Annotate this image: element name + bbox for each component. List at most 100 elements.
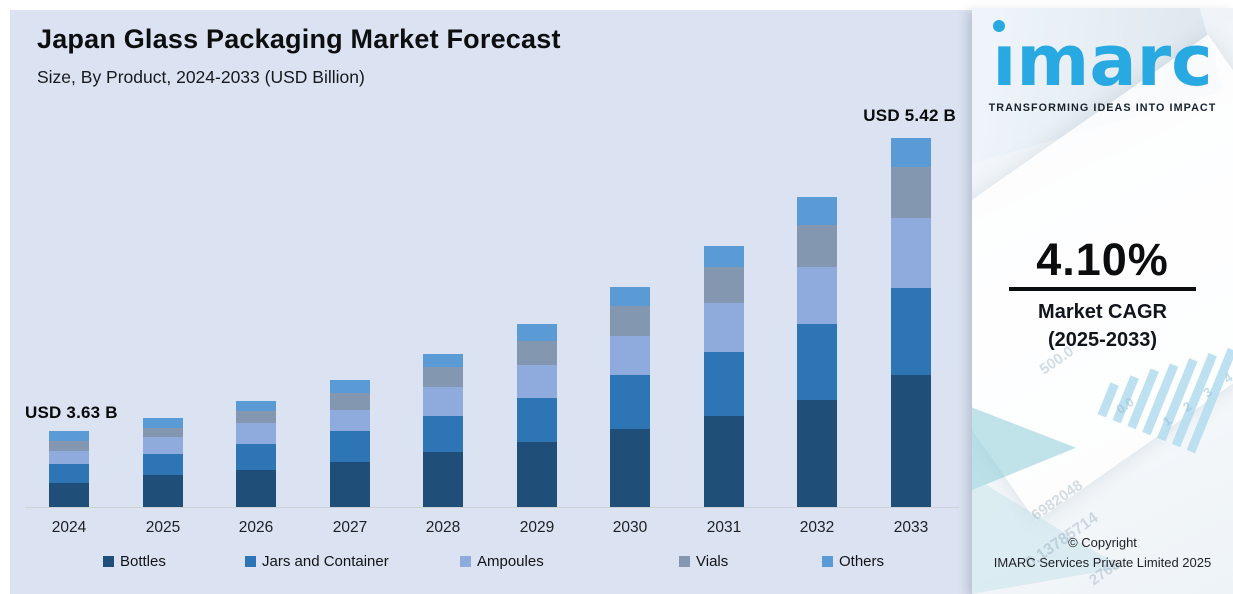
bar-segment-others (891, 137, 931, 168)
legend-swatch-icon (460, 556, 471, 567)
bar-segment-others (423, 353, 463, 368)
annotation-first-value: USD 3.63 B (25, 403, 118, 422)
bar-segment-bottles (891, 375, 931, 507)
bar-2029 (517, 324, 557, 507)
bar-segment-others (797, 196, 837, 225)
bar-segment-ampoules (49, 450, 89, 464)
x-axis-label-2026: 2026 (238, 519, 274, 536)
bar-segment-jars-and-container (236, 443, 276, 471)
bar-segment-jars-and-container (143, 453, 183, 476)
bar-segment-ampoules (236, 422, 276, 444)
bar-segment-bottles (704, 416, 744, 507)
x-axis-label-2025: 2025 (145, 519, 181, 536)
cagr-label-line1: Market CAGR (1038, 301, 1167, 323)
legend: Bottles Jars and Container Ampoules Vial… (10, 553, 972, 579)
legend-swatch-icon (822, 556, 833, 567)
bar-segment-vials (517, 340, 557, 366)
bar-segment-others (143, 417, 183, 428)
bar-segment-bottles (797, 399, 837, 507)
bar-segment-ampoules (143, 437, 183, 454)
cagr-label-line2: (2025-2033) (1048, 329, 1157, 351)
bar-segment-bottles (49, 483, 89, 507)
bar-segment-jars-and-container (704, 352, 744, 417)
bar-segment-ampoules (797, 267, 837, 325)
legend-item-vials: Vials (679, 553, 728, 570)
legend-item-bottles: Bottles (103, 553, 166, 570)
legend-label: Jars and Container (262, 553, 389, 570)
bar-segment-bottles (423, 452, 463, 507)
bar-2028 (423, 353, 463, 507)
copyright-line1: © Copyright (1068, 535, 1137, 550)
page-subtitle: Size, By Product, 2024-2033 (USD Billion… (37, 67, 365, 87)
legend-label: Vials (696, 553, 729, 570)
bar-2032 (797, 196, 837, 507)
bar-segment-vials (797, 224, 837, 268)
x-axis-label-2028: 2028 (425, 519, 461, 536)
bar-2031 (704, 245, 744, 507)
chart-panel: Japan Glass Packaging Market Forecast Si… (10, 10, 972, 594)
bar-segment-jars-and-container (330, 430, 370, 462)
legend-label: Bottles (120, 553, 166, 570)
bar-segment-bottles (610, 429, 650, 507)
page-title: Japan Glass Packaging Market Forecast (37, 24, 561, 54)
bar-segment-vials (610, 306, 650, 336)
legend-label: Others (839, 553, 885, 570)
brand-panel: 500.0 6982048 0.13785714 2768 0.0 1 2 3 … (972, 8, 1233, 594)
bar-segment-bottles (330, 461, 370, 507)
legend-item-ampoules: Ampoules (460, 553, 544, 570)
bar-segment-vials (704, 267, 744, 304)
bar-segment-ampoules (610, 335, 650, 376)
axis-baseline (25, 507, 959, 508)
legend-item-others: Others (822, 553, 884, 570)
x-axis-label-2030: 2030 (612, 519, 648, 536)
bar-segment-ampoules (891, 218, 931, 289)
legend-swatch-icon (679, 556, 690, 567)
bar-2024 (49, 430, 89, 507)
bar-segment-others (610, 286, 650, 307)
bar-segment-others (330, 380, 370, 394)
bar-segment-jars-and-container (891, 288, 931, 376)
bar-segment-ampoules (704, 303, 744, 353)
bar-segment-bottles (143, 475, 183, 507)
bar-2030 (610, 286, 650, 507)
imarc-logo-text: ımarc (992, 20, 1213, 102)
bar-segment-ampoules (330, 409, 370, 431)
bar-segment-vials (891, 167, 931, 219)
bar-segment-ampoules (423, 386, 463, 417)
bar-segment-others (704, 245, 744, 268)
bar-segment-jars-and-container (423, 416, 463, 453)
x-axis-label-2033: 2033 (893, 519, 929, 536)
bar-segment-ampoules (517, 365, 557, 399)
bar-segment-others (236, 401, 276, 412)
bar-segment-bottles (236, 470, 276, 507)
bar-segment-jars-and-container (49, 463, 89, 484)
x-axis-label-2032: 2032 (799, 519, 835, 536)
bar-segment-vials (236, 411, 276, 423)
x-axis-label-2029: 2029 (519, 519, 555, 536)
annotation-last-value: USD 5.42 B (863, 106, 956, 125)
cagr-divider (1009, 287, 1196, 291)
legend-swatch-icon (245, 556, 256, 567)
bar-2025 (143, 417, 183, 507)
bar-segment-vials (49, 440, 89, 451)
bar-segment-jars-and-container (610, 375, 650, 430)
logo-tagline: TRANSFORMING IDEAS INTO IMPACT (988, 102, 1217, 114)
bar-segment-vials (330, 393, 370, 410)
bar-2026 (236, 401, 276, 507)
bar-segment-others (517, 324, 557, 341)
legend-label: Ampoules (477, 553, 544, 570)
bar-2027 (330, 380, 370, 507)
legend-swatch-icon (103, 556, 114, 567)
x-axis-label-2031: 2031 (706, 519, 742, 536)
bar-segment-vials (143, 427, 183, 438)
x-axis-label-2024: 2024 (51, 519, 87, 536)
legend-item-jars-and-container: Jars and Container (245, 553, 389, 570)
bar-segment-others (49, 430, 89, 441)
bar-2033 (891, 137, 931, 507)
bar-segment-jars-and-container (797, 324, 837, 400)
logo-i-dot-icon (993, 20, 1005, 32)
cagr-value: 4.10% (1036, 234, 1169, 285)
bar-segment-vials (423, 367, 463, 387)
x-axis-label-2027: 2027 (332, 519, 368, 536)
copyright-line2: IMARC Services Private Limited 2025 (993, 555, 1212, 570)
